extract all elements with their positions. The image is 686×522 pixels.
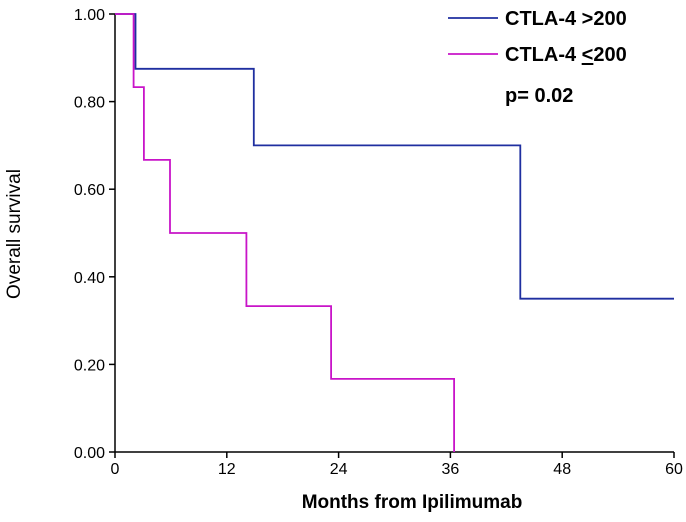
x-ticks: 0 12 24 36 48 60: [111, 452, 683, 478]
legend-entry-high: CTLA-4 >200: [448, 8, 627, 30]
series-line-low: [115, 13, 455, 452]
x-tick-label: 48: [553, 461, 571, 478]
x-tick-label: 12: [218, 461, 236, 478]
legend: CTLA-4 >200 CTLA-4 <200 p= 0.02: [448, 8, 627, 107]
x-tick-label: 60: [665, 461, 683, 478]
y-tick-label: 1.00: [74, 7, 105, 24]
y-ticks: 0.00 0.20 0.40 0.60 0.80 1.00: [74, 7, 115, 462]
x-tick-label: 24: [330, 461, 348, 478]
y-axis-title: Overall survival: [4, 169, 25, 299]
series-group: [115, 13, 674, 452]
x-axis-title: Months from Ipilimumab: [302, 492, 523, 513]
x-tick-label: 36: [442, 461, 460, 478]
legend-label-high: CTLA-4 >200: [505, 8, 627, 30]
y-tick-label: 0.20: [74, 357, 105, 374]
legend-label-low: CTLA-4 <200: [505, 44, 627, 66]
y-tick-label: 0.00: [74, 445, 105, 462]
series-line-high: [115, 13, 674, 300]
legend-entry-low: CTLA-4 <200: [448, 44, 627, 66]
y-tick-label: 0.60: [74, 182, 105, 199]
y-tick-label: 0.80: [74, 95, 105, 112]
p-value-annotation: p= 0.02: [505, 85, 573, 107]
x-tick-label: 0: [111, 461, 120, 478]
axes: [114, 14, 674, 453]
y-tick-label: 0.40: [74, 270, 105, 287]
